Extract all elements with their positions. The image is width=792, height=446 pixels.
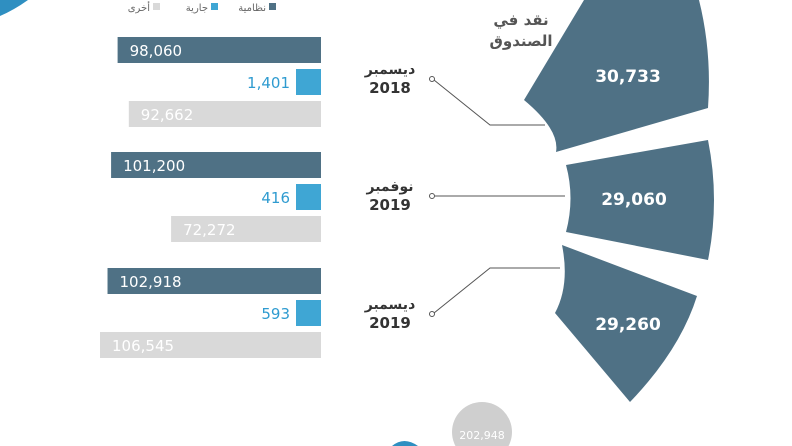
cash-value-label: 30,733 — [595, 67, 661, 87]
bar-current-2 — [296, 300, 321, 326]
legend-swatch-2 — [153, 3, 160, 10]
bar-other-0 — [128, 101, 321, 127]
bar-regular-0 — [117, 37, 321, 63]
bar-current-1 — [296, 184, 321, 210]
cash-segment-1 — [566, 140, 714, 260]
category-month-label: نوفمبر — [365, 179, 413, 195]
legend: نظامية جارية أخرى — [128, 1, 276, 14]
bar-regular-2 — [107, 268, 321, 294]
cash-segment-0 — [524, 0, 709, 152]
legend-swatch-0 — [269, 3, 276, 10]
cash-segments: 30,733 29,060 29,260 — [524, 0, 714, 402]
bar-value-label: 106,545 — [112, 337, 174, 355]
category-year-label: 2019 — [369, 196, 411, 214]
category-month-label: ديسمبر — [364, 297, 416, 313]
cash-value-label: 29,060 — [601, 190, 667, 210]
bar-current-0 — [296, 69, 321, 95]
connector-lines — [429, 76, 565, 317]
legend-label-2: أخرى — [128, 1, 151, 14]
bar-value-label: 593 — [261, 305, 290, 323]
bottom-value-label: 202,948 — [459, 429, 505, 442]
corner-decoration-top-left — [0, 0, 28, 16]
legend-label-0: نظامية — [238, 3, 266, 14]
bar-value-label: 72,272 — [183, 221, 236, 239]
category-month-label: ديسمبر — [364, 62, 416, 78]
bar-groups: 98,060 1,401 92,662 101,200 416 72,272 102,918… — [100, 37, 321, 358]
cash-label-line1: نقد في — [493, 11, 548, 29]
category-year-label: 2019 — [369, 314, 411, 332]
legend-label-1: جارية — [186, 3, 208, 14]
bar-regular-1 — [111, 152, 321, 178]
legend-swatch-1 — [211, 3, 218, 10]
category-year-label: 2018 — [369, 79, 411, 97]
corner-decoration-bottom — [392, 441, 418, 446]
bar-value-label: 1,401 — [247, 74, 290, 92]
bar-value-label: 102,918 — [120, 273, 182, 291]
bar-value-label: 98,060 — [130, 42, 183, 60]
bar-other-1 — [171, 216, 321, 242]
cash-segment-2 — [555, 245, 697, 402]
cash-value-label: 29,260 — [595, 315, 661, 335]
bar-value-label: 101,200 — [123, 157, 185, 175]
bar-value-label: 416 — [261, 189, 290, 207]
bar-value-label: 92,662 — [141, 106, 194, 124]
cash-label-line2: الصندوق — [489, 32, 552, 50]
bottom-value-bubble: 202,948 — [452, 402, 512, 446]
bar-other-2 — [100, 332, 321, 358]
